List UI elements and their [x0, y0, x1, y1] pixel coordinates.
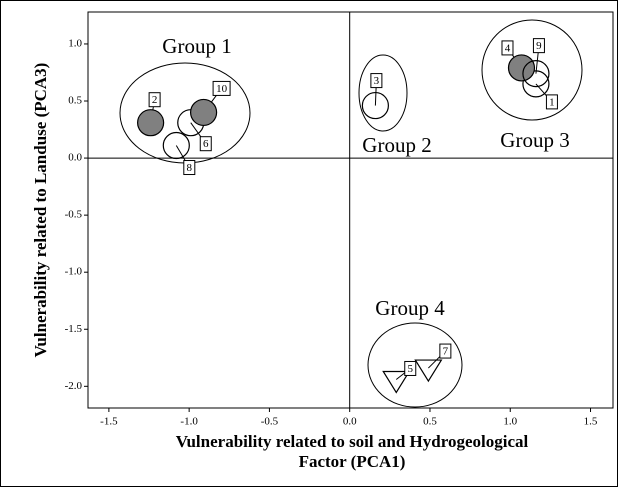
- x-axis-label: Vulnerability related to soil and Hydrog…: [176, 432, 529, 451]
- point-label: 6: [203, 138, 209, 150]
- group-label: Group 4: [375, 296, 445, 320]
- group-ellipse: [367, 322, 463, 408]
- label-box: [532, 38, 545, 54]
- y-tick-label: 1.0: [68, 37, 82, 49]
- x-axis-label: Factor (PCA1): [299, 452, 406, 471]
- label-box: [212, 80, 231, 96]
- point: [189, 98, 218, 127]
- x-tick-label: 1.0: [503, 416, 517, 428]
- point: [414, 359, 443, 383]
- point: [162, 131, 190, 160]
- group-label: Group 3: [500, 128, 569, 152]
- y-tick-label: -1.5: [65, 323, 83, 335]
- plot-frame: [87, 11, 614, 409]
- x-tick-label: 0.0: [343, 416, 357, 428]
- group-label: Group 1: [162, 34, 231, 58]
- group-ellipse: [358, 54, 408, 132]
- y-axis-label: Vulnerability related to Landuse (PCA3): [31, 63, 50, 358]
- x-tick-label: 0.5: [423, 416, 437, 428]
- label-box: [404, 360, 417, 376]
- x-tick-label: -1.5: [100, 416, 118, 428]
- point-label: 7: [443, 346, 449, 358]
- point: [361, 91, 389, 120]
- point-label: 3: [374, 75, 380, 87]
- point: [507, 54, 536, 82]
- label-box: [199, 136, 212, 152]
- y-tick-label: 0.5: [68, 95, 82, 107]
- y-tick-label: -0.5: [65, 209, 83, 221]
- x-tick-label: -0.5: [261, 416, 279, 428]
- x-tick-label: -1.0: [180, 416, 198, 428]
- group-label: Group 2: [362, 133, 431, 157]
- point-label: 9: [536, 40, 542, 52]
- label-box: [148, 92, 161, 108]
- y-tick-label: -1.0: [65, 266, 83, 278]
- group-ellipse: [119, 62, 251, 164]
- label-box: [439, 343, 452, 359]
- y-tick-label: 0.0: [68, 152, 82, 164]
- point: [382, 370, 411, 394]
- label-box: [370, 73, 383, 89]
- group-ellipse: [481, 19, 583, 121]
- x-tick-label: 1.5: [584, 416, 598, 428]
- point-label: 10: [216, 83, 228, 95]
- label-box: [501, 40, 514, 56]
- point-label: 2: [152, 94, 158, 106]
- point: [137, 109, 165, 137]
- point: [522, 60, 550, 88]
- label-box: [545, 94, 558, 110]
- point-label: 5: [408, 363, 414, 375]
- y-tick-label: -2.0: [65, 380, 83, 392]
- point-label: 4: [505, 42, 511, 54]
- label-box: [183, 160, 196, 176]
- point-label: 1: [549, 96, 555, 108]
- point-label: 8: [187, 162, 193, 174]
